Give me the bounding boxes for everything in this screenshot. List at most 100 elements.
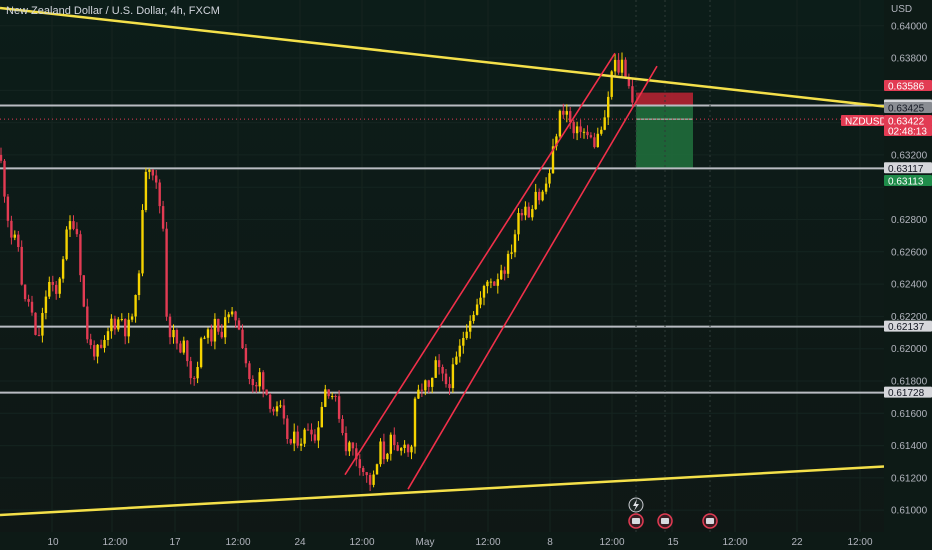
bull-candle	[331, 396, 334, 397]
bull-candle	[127, 319, 130, 337]
bear-candle	[420, 389, 424, 391]
bull-candle	[431, 377, 434, 387]
time-tick-label: 12:00	[847, 537, 872, 548]
bull-candle	[610, 71, 613, 97]
price-tag-box	[884, 102, 932, 113]
time-tick-label: 12:00	[102, 537, 127, 548]
bear-candle	[527, 206, 530, 218]
bear-candle	[493, 281, 496, 286]
price-tag-level-dim: 0.63425	[884, 102, 932, 115]
drawn-lines	[0, 6, 885, 517]
price-tag-label: 0.63425	[888, 104, 925, 115]
bull-candle	[106, 331, 110, 340]
bear-candle	[75, 228, 79, 235]
bull-candle	[299, 443, 303, 446]
bull-candle	[513, 234, 517, 253]
bull-candle	[44, 296, 48, 313]
price-tag-label: 0.63422	[888, 117, 925, 128]
bear-candle	[289, 439, 292, 444]
bear-candle	[72, 221, 75, 229]
bear-candle	[334, 396, 337, 397]
price-tag-label: 02:48:13	[888, 127, 927, 138]
time-tick-label: 12:00	[225, 537, 250, 548]
price-tick-label: 0.63800	[891, 54, 928, 65]
bear-candle	[165, 228, 168, 317]
bull-candle	[489, 281, 493, 283]
bull-candle	[451, 364, 455, 389]
bull-candle	[279, 405, 282, 407]
bull-candle	[227, 314, 230, 318]
bull-candle	[475, 304, 479, 315]
price-tick-label: 0.62800	[891, 215, 928, 226]
bear-candle	[220, 331, 223, 338]
price-tag-symbol: NZDUSD	[841, 115, 887, 128]
economic-event-flag-icon[interactable]	[628, 513, 644, 529]
bear-candle	[355, 448, 358, 460]
price-tag-price: 0.63422	[884, 115, 932, 128]
bear-candle	[296, 431, 299, 446]
bull-candle	[258, 372, 261, 387]
bear-candle	[82, 275, 85, 307]
bull-candle	[575, 126, 579, 134]
price-tag-stop: 0.63586	[884, 80, 932, 93]
price-tick-label: 0.61800	[891, 377, 928, 388]
lightning-icon[interactable]	[628, 497, 644, 513]
lightning-icon-glyph	[633, 499, 639, 511]
bear-candle	[86, 306, 89, 340]
bull-candle	[548, 173, 551, 184]
price-tag-box	[884, 125, 932, 136]
bear-candle	[210, 329, 213, 342]
bear-candle	[79, 234, 82, 276]
bear-candle	[341, 419, 344, 433]
bull-candle	[324, 389, 327, 407]
economic-event-flag-icon[interactable]	[702, 513, 718, 529]
price-tick-label: 0.61600	[891, 409, 928, 420]
economic-event-flag-icon[interactable]	[657, 513, 673, 529]
yellow-trend-line	[0, 465, 885, 517]
time-axis-panel[interactable]	[0, 532, 884, 550]
bear-candle	[175, 330, 179, 344]
bear-candle	[396, 445, 399, 451]
bull-candle	[600, 129, 603, 134]
bull-candle	[482, 286, 486, 298]
bear-candle	[251, 379, 254, 386]
bear-candle	[151, 169, 154, 176]
price-tick-label: 0.61200	[891, 473, 928, 484]
bull-candle	[551, 146, 555, 174]
bull-candle	[500, 270, 503, 280]
event-markers[interactable]	[628, 497, 718, 529]
bull-candle	[531, 209, 534, 218]
bull-candle	[541, 191, 544, 201]
bull-candle	[375, 464, 379, 475]
bull-candle	[506, 253, 510, 274]
bear-candle	[382, 441, 386, 460]
bull-candle	[196, 367, 199, 379]
candles	[0, 52, 634, 491]
bear-candle	[572, 121, 575, 134]
bull-candle	[372, 474, 375, 485]
time-tick-label: 12:00	[722, 537, 747, 548]
bull-candle	[48, 282, 51, 297]
bear-candle	[448, 384, 451, 389]
bear-candle	[124, 319, 127, 337]
price-axis-panel[interactable]	[884, 0, 932, 550]
bull-candle	[317, 427, 320, 441]
red-channel-line	[407, 65, 658, 490]
bull-candle	[417, 389, 420, 399]
yellow-trend-line	[0, 6, 885, 108]
bear-candle	[27, 299, 30, 302]
bull-candle	[96, 344, 99, 357]
bull-candle	[486, 281, 489, 287]
bear-candle	[189, 361, 192, 379]
bear-candle	[520, 213, 524, 216]
red-channel-line	[344, 52, 616, 476]
bear-candle	[99, 344, 103, 348]
bull-candle	[413, 398, 417, 447]
bull-candle	[61, 259, 65, 279]
bull-candle	[510, 252, 513, 254]
bear-candle	[631, 86, 634, 103]
bull-candle	[117, 319, 120, 330]
bear-candle	[268, 394, 272, 409]
